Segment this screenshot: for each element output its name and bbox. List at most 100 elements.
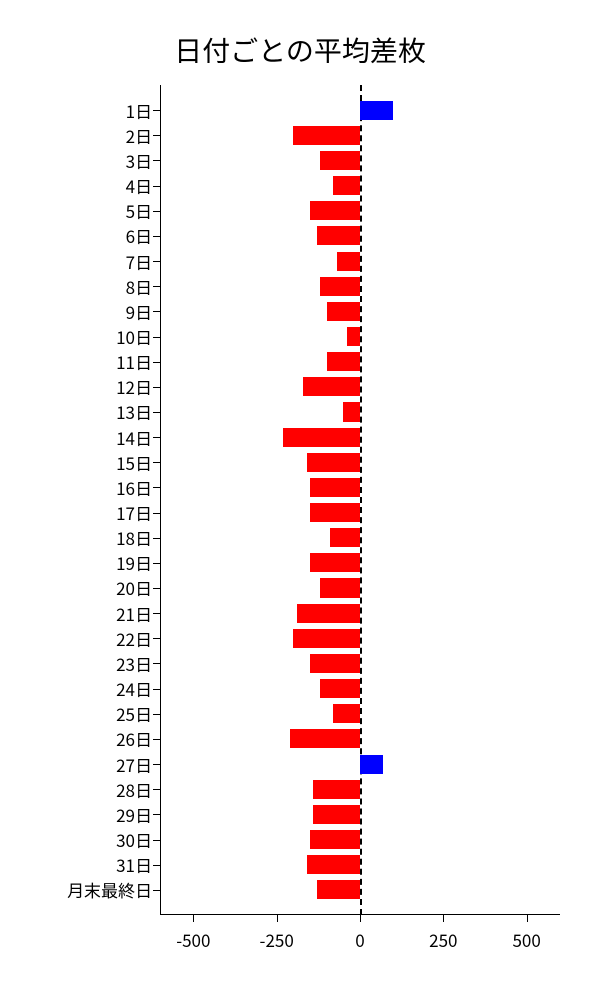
y-axis-label: 月末最終日 — [67, 880, 160, 899]
x-tick-label: 500 — [513, 927, 541, 952]
bar — [293, 126, 360, 145]
y-tick-mark — [153, 840, 160, 841]
y-tick-mark — [153, 890, 160, 891]
y-tick-mark — [153, 135, 160, 136]
x-tick-label: -500 — [176, 927, 210, 952]
y-tick-mark — [153, 865, 160, 866]
y-tick-mark — [153, 211, 160, 212]
y-tick-mark — [153, 563, 160, 564]
y-tick-mark — [153, 362, 160, 363]
bar — [297, 604, 360, 623]
y-tick-mark — [153, 588, 160, 589]
bar-row: 14日 — [160, 428, 560, 447]
bar — [333, 176, 360, 195]
bar — [283, 428, 360, 447]
bar — [320, 277, 360, 296]
bar-row: 3日 — [160, 151, 560, 170]
bar-row: 24日 — [160, 679, 560, 698]
y-tick-mark — [153, 487, 160, 488]
bar-row: 10日 — [160, 327, 560, 346]
y-tick-mark — [153, 462, 160, 463]
bar — [347, 327, 360, 346]
bar-row: 30日 — [160, 830, 560, 849]
bar — [310, 553, 360, 572]
bar-row: 9日 — [160, 302, 560, 321]
y-tick-mark — [153, 286, 160, 287]
x-tick-label: 0 — [355, 927, 364, 952]
bar-row: 21日 — [160, 604, 560, 623]
bar — [317, 226, 360, 245]
bar-row: 月末最終日 — [160, 880, 560, 899]
bar-row: 23日 — [160, 654, 560, 673]
bar-row: 4日 — [160, 176, 560, 195]
bar — [343, 402, 360, 421]
y-tick-mark — [153, 613, 160, 614]
bar — [320, 578, 360, 597]
bars-group: 1日 2日 3日 4日 5日 6日 7日 8日 9日 10日 11日 12日 13日 14日 15日 16日 1… — [160, 85, 560, 915]
bar — [337, 252, 360, 271]
bar — [313, 780, 360, 799]
bar-row: 8日 — [160, 277, 560, 296]
x-tick-mark — [277, 915, 278, 922]
y-tick-mark — [153, 186, 160, 187]
y-tick-mark — [153, 261, 160, 262]
x-tick-mark — [193, 915, 194, 922]
bar-row: 11日 — [160, 352, 560, 371]
bar-row: 25日 — [160, 704, 560, 723]
bar-row: 2日 — [160, 126, 560, 145]
x-tick-label: 250 — [429, 927, 457, 952]
bar-row: 27日 — [160, 755, 560, 774]
bar — [310, 654, 360, 673]
y-tick-mark — [153, 789, 160, 790]
y-tick-mark — [153, 638, 160, 639]
bar — [307, 453, 360, 472]
y-tick-mark — [153, 337, 160, 338]
chart-container: 日付ごとの平均差枚 1日2日3日4日5日6日7日8日9日10日11日12日13日… — [0, 0, 600, 1000]
bar-row: 31日 — [160, 855, 560, 874]
y-tick-mark — [153, 814, 160, 815]
bar-row: 1日 — [160, 101, 560, 120]
bar — [320, 151, 360, 170]
bar-row: 16日 — [160, 478, 560, 497]
y-tick-mark — [153, 387, 160, 388]
bar-row: 7日 — [160, 252, 560, 271]
x-tick-mark — [527, 915, 528, 922]
bar — [333, 704, 360, 723]
y-tick-mark — [153, 538, 160, 539]
x-tick-label: -250 — [260, 927, 294, 952]
bar-row: 5日 — [160, 201, 560, 220]
bar — [310, 830, 360, 849]
y-tick-mark — [153, 437, 160, 438]
y-tick-mark — [153, 110, 160, 111]
bar-row: 12日 — [160, 377, 560, 396]
bar-row: 15日 — [160, 453, 560, 472]
bar-row: 20日 — [160, 578, 560, 597]
bar — [330, 528, 360, 547]
bar-row: 13日 — [160, 402, 560, 421]
y-tick-mark — [153, 689, 160, 690]
bar-row: 17日 — [160, 503, 560, 522]
bar — [313, 805, 360, 824]
y-tick-mark — [153, 160, 160, 161]
bar — [317, 880, 360, 899]
bar — [327, 352, 360, 371]
bar-row: 22日 — [160, 629, 560, 648]
bar — [290, 729, 360, 748]
bar — [310, 478, 360, 497]
y-tick-mark — [153, 513, 160, 514]
plot-area: 1日 2日 3日 4日 5日 6日 7日 8日 9日 10日 11日 12日 13日 14日 15日 16日 1… — [160, 85, 560, 915]
y-tick-mark — [153, 714, 160, 715]
x-tick-mark — [360, 915, 361, 922]
y-tick-mark — [153, 412, 160, 413]
bar-row: 29日 — [160, 805, 560, 824]
bar — [310, 503, 360, 522]
y-tick-mark — [153, 311, 160, 312]
bar-row: 6日 — [160, 226, 560, 245]
bar — [360, 101, 393, 120]
bar — [360, 755, 383, 774]
y-tick-mark — [153, 663, 160, 664]
x-tick-mark — [443, 915, 444, 922]
bar-row: 26日 — [160, 729, 560, 748]
y-tick-mark — [153, 739, 160, 740]
bar — [310, 201, 360, 220]
